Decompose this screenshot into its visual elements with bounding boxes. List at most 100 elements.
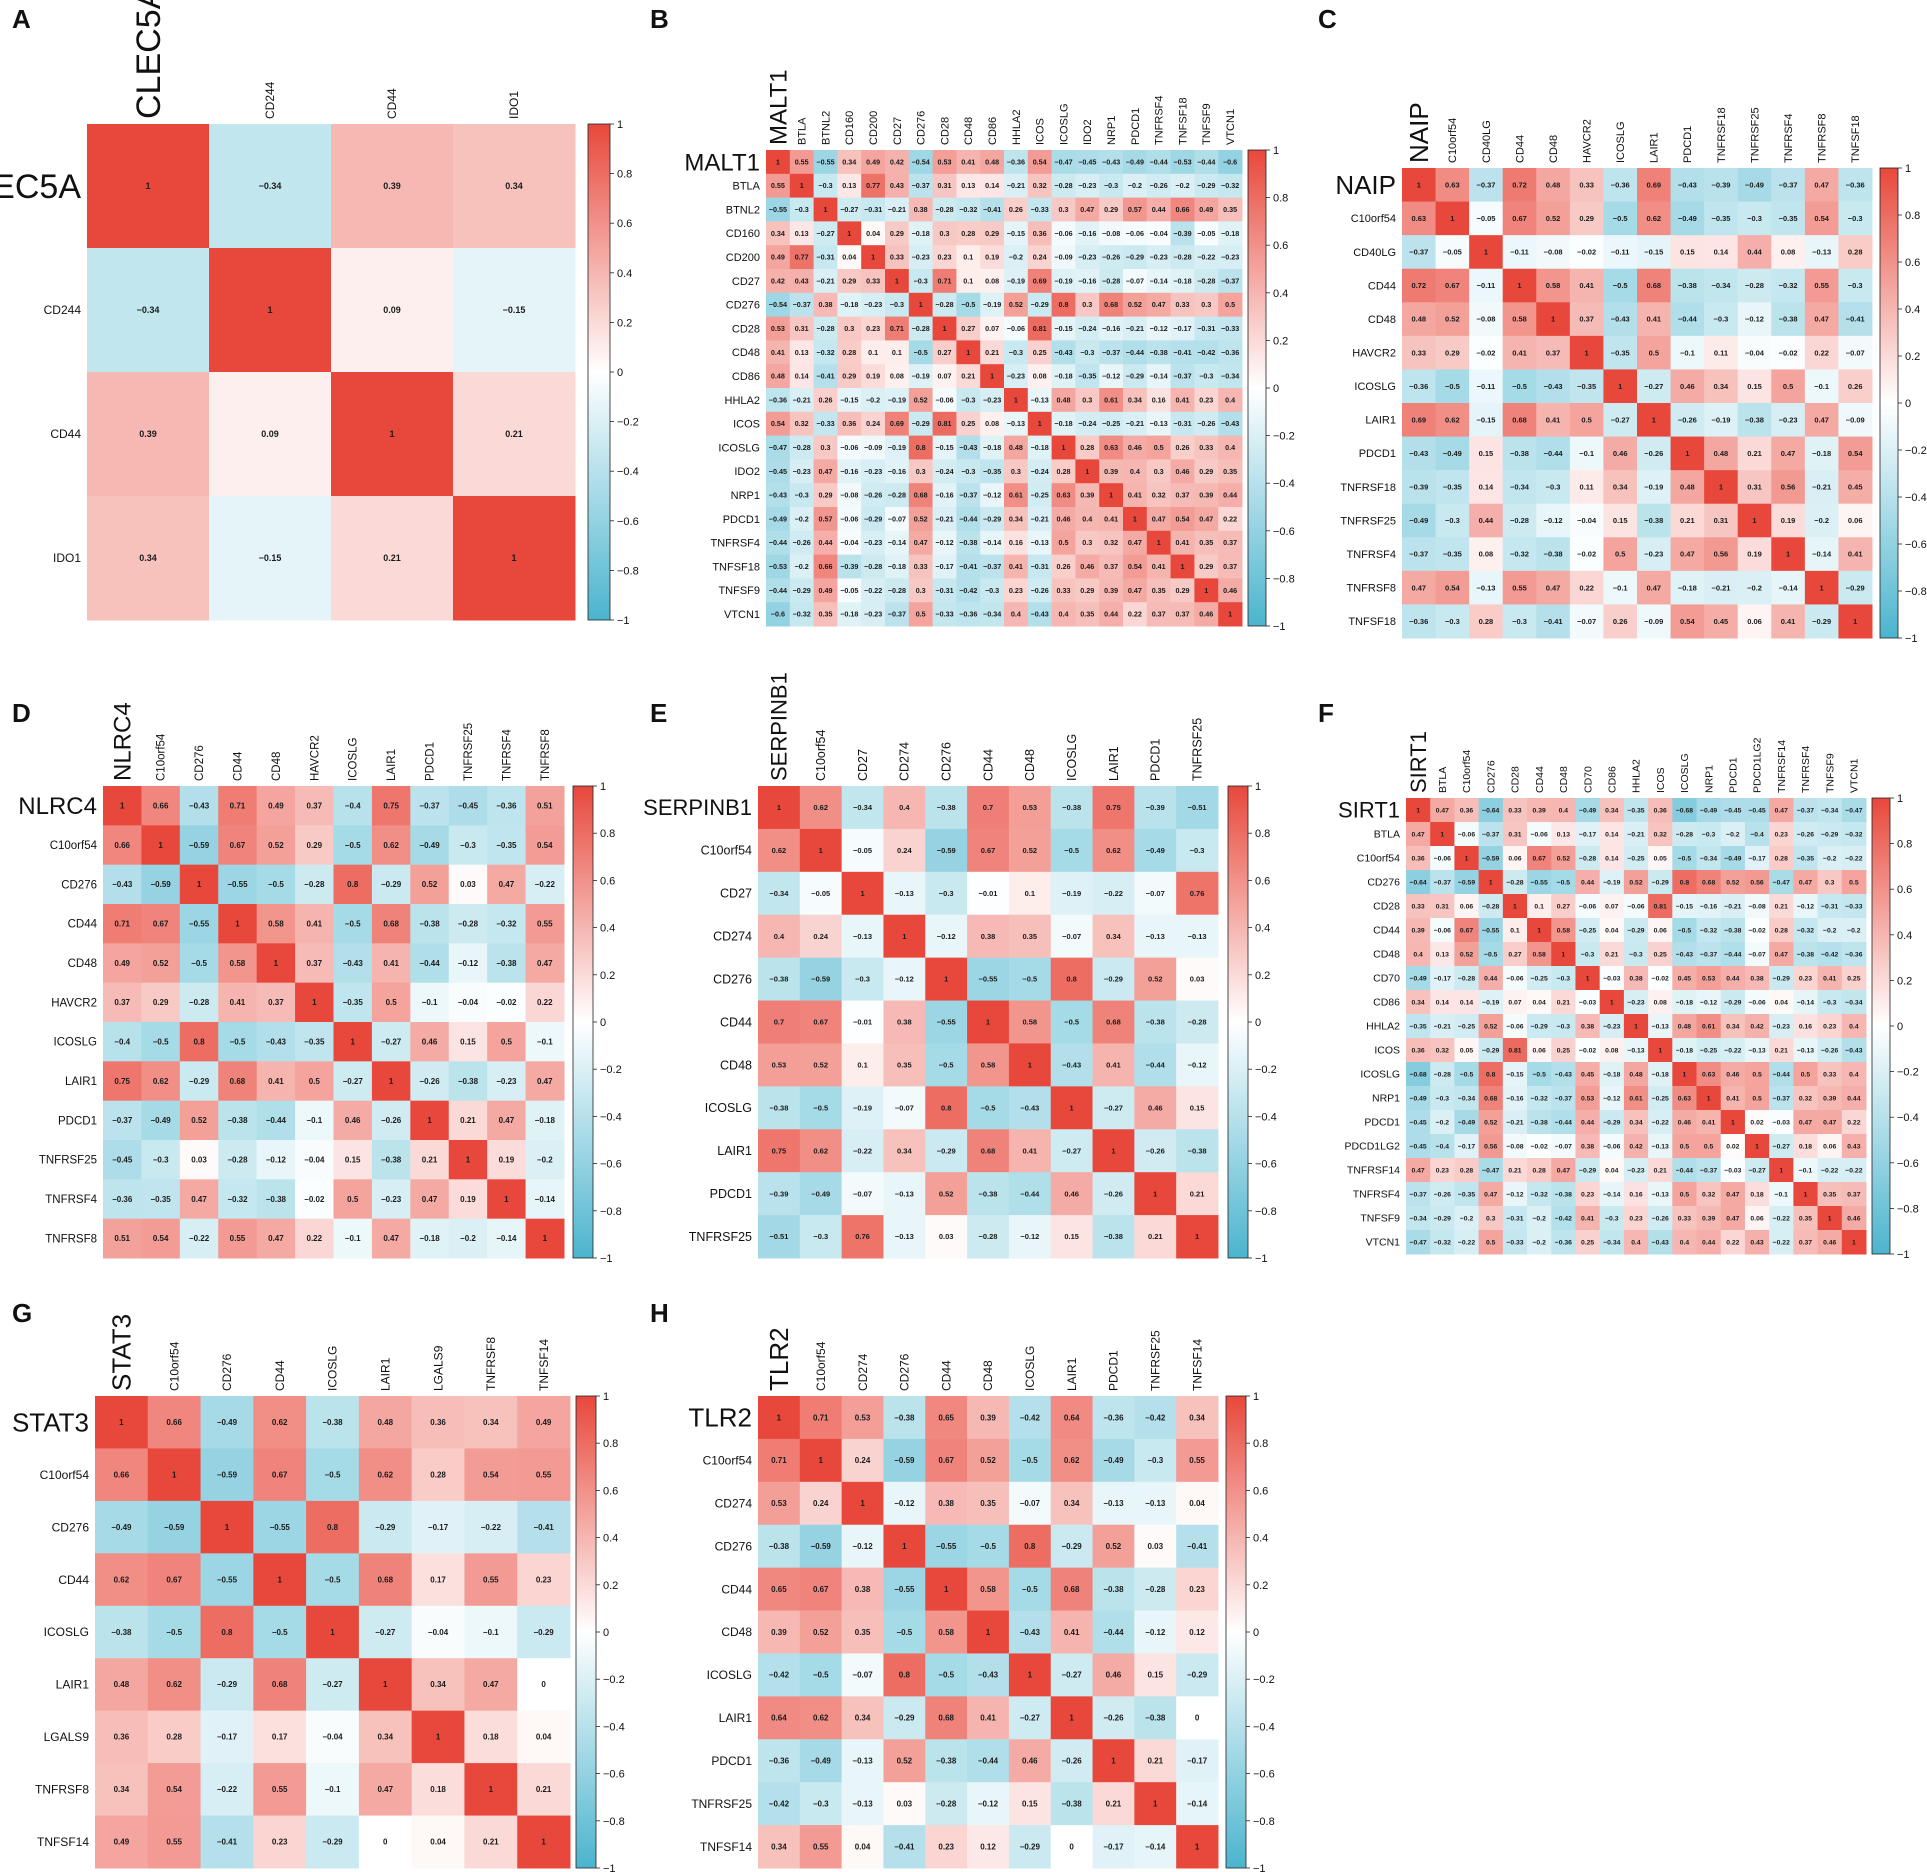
heatmap-cell [1623, 870, 1649, 895]
row-label: CD276 [61, 879, 97, 891]
cell-value-label: −0.44 [959, 514, 977, 523]
cell-value-label: −0.5 [1512, 382, 1527, 391]
cell-value-label: −0.5 [1022, 1456, 1038, 1465]
row-label: TNFSF9 [718, 585, 760, 597]
colorbar-tick-label: −0.8 [1905, 586, 1927, 598]
heatmap-cell [1170, 530, 1195, 556]
heatmap-cell [813, 411, 838, 437]
cell-value-label: −0.22 [1104, 889, 1123, 898]
heatmap-cell [1771, 470, 1806, 505]
heatmap-cell [95, 1553, 149, 1607]
heatmap-cell [1146, 340, 1172, 365]
row-label: TNFRSF25 [1340, 515, 1396, 527]
cell-value-label: 0.5 [1486, 1239, 1496, 1246]
heatmap-cell [1170, 269, 1195, 294]
cell-value-label: −0.26 [1104, 1189, 1123, 1198]
cell-value-label: 0.37 [1546, 348, 1561, 357]
heatmap-cell [1004, 507, 1029, 532]
heatmap-cell [1793, 1158, 1819, 1183]
cell-value-label: 0.23 [1799, 975, 1812, 982]
heatmap-cell [1599, 1158, 1625, 1183]
heatmap-cell [1075, 173, 1100, 199]
heatmap-cell [1648, 894, 1673, 919]
heatmap-cell [932, 507, 957, 532]
heatmap-cell [1793, 1206, 1819, 1231]
cell-value-label: −0.05 [1197, 229, 1215, 238]
heatmap-cell [1793, 1230, 1819, 1255]
heatmap-cell [95, 1815, 149, 1869]
cell-value-label: 0.47 [1484, 1191, 1497, 1198]
cell-value-label: 0.5 [501, 1037, 513, 1046]
cell-value-label: 0.3 [1082, 300, 1092, 309]
heatmap-cell [813, 507, 838, 532]
cell-value-label: −0.32 [1510, 550, 1529, 559]
heatmap-cell [1720, 846, 1746, 871]
cell-value-label: 0.61 [1104, 395, 1118, 404]
cell-value-label: −0.35 [1443, 550, 1462, 559]
colorbar-tick-label: 1 [1905, 163, 1911, 175]
row-label: CD86 [732, 371, 760, 383]
heatmap-cell [410, 1218, 450, 1259]
cell-value-label: −0.38 [458, 1077, 479, 1086]
heatmap-cell [956, 411, 981, 437]
heatmap-cell [1176, 1129, 1219, 1173]
heatmap-cell [956, 459, 981, 484]
heatmap-cell [1502, 268, 1537, 303]
cell-value-label: −0.34 [1410, 1215, 1427, 1222]
heatmap-cell [179, 786, 219, 826]
heatmap-cell [371, 1022, 411, 1062]
cell-value-label: −0.29 [1062, 1542, 1083, 1551]
heatmap-cell [295, 1140, 334, 1180]
cell-value-label: 0.33 [1508, 807, 1521, 814]
cell-value-label: −0.43 [343, 959, 364, 968]
heatmap-cell [1051, 245, 1076, 270]
cell-value-label: 0.66 [114, 841, 130, 850]
heatmap-cell [411, 1396, 465, 1449]
cell-value-label: −0.29 [1197, 181, 1215, 190]
heatmap-cell [1648, 1038, 1673, 1063]
heatmap-cell [1841, 1086, 1867, 1111]
heatmap-cell [1527, 1230, 1552, 1255]
cell-value-label: 1 [777, 803, 781, 812]
heatmap-cell [1637, 436, 1672, 471]
cell-value-label: 0.04 [855, 1842, 871, 1851]
heatmap-cell [967, 1086, 1010, 1130]
cell-value-label: 0.26 [819, 395, 833, 404]
heatmap-cell [1218, 173, 1243, 199]
cell-value-label: −0.3 [1629, 951, 1643, 958]
cell-value-label: 0.44 [1726, 975, 1739, 982]
cell-value-label: 0.34 [377, 1733, 393, 1742]
cell-value-label: −0.32 [1434, 1239, 1451, 1246]
cell-value-label: −0.19 [1644, 483, 1663, 492]
heatmap-cell [333, 1140, 373, 1180]
cell-value-label: 0.29 [819, 491, 833, 500]
cell-value-label: −0.43 [112, 880, 133, 889]
cell-value-label: −0.3 [1557, 975, 1571, 982]
cell-value-label: −0.14 [1150, 372, 1168, 381]
cell-value-label: −0.18 [912, 229, 930, 238]
heatmap-cell [1672, 942, 1698, 967]
heatmap-cell [1218, 292, 1243, 318]
heatmap-cell [1092, 1000, 1135, 1044]
heatmap-cell [766, 602, 791, 627]
heatmap-cell [883, 1172, 926, 1216]
cell-value-label: 0.68 [1104, 300, 1118, 309]
heatmap-cell [1051, 269, 1076, 294]
row-label: TNFSF14 [700, 1840, 752, 1854]
column-label: TNFSF18 [1177, 97, 1189, 145]
cell-value-label: 0.08 [1033, 372, 1047, 381]
cell-value-label: 0.49 [268, 801, 284, 810]
cell-value-label: 0.47 [383, 1234, 399, 1243]
cell-value-label: 0.52 [268, 841, 284, 850]
cell-value-label: 1 [1484, 248, 1488, 257]
cell-value-label: −0.5 [914, 348, 928, 357]
heatmap-cell [766, 197, 791, 222]
heatmap-cell [371, 825, 411, 866]
heatmap-cell [410, 864, 450, 905]
heatmap-cell [147, 1658, 202, 1712]
cell-value-label: 1 [895, 276, 899, 285]
heatmap-cell [1435, 570, 1470, 605]
heatmap-cell [487, 982, 527, 1023]
heatmap-cell [1092, 914, 1135, 959]
cell-value-label: 0.67 [813, 1018, 828, 1027]
